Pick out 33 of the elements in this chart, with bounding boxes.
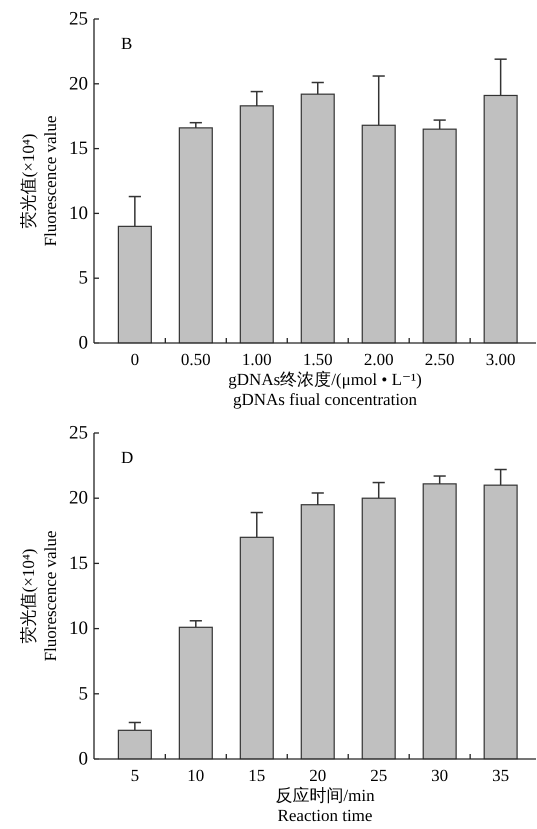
x-tick-label: 3.00	[486, 350, 516, 369]
annotation: D	[121, 448, 134, 467]
x-tick-label: 0.50	[180, 350, 211, 369]
x-tick-label: 35	[492, 766, 510, 785]
y-tick-label: 25	[69, 422, 88, 444]
y-tick-label: 5	[78, 268, 88, 289]
y-tick-label: 25	[69, 8, 88, 30]
x-tick-label: 20	[309, 766, 326, 785]
y-tick-label: 10	[69, 202, 88, 224]
x-tick-label: 0	[130, 350, 140, 369]
y-tick-label: 0	[78, 332, 88, 354]
y-tick-label: 15	[69, 138, 88, 160]
bar	[178, 127, 213, 344]
y-tick-label: 20	[69, 488, 88, 509]
x-tick-label: 25	[370, 766, 388, 785]
y-axis-title: 荧光值(×10⁴) Fluorescence value	[19, 116, 60, 246]
x-axis-title: gDNAs终浓度/(μmol • L⁻¹) gDNAs fiual concentration	[228, 370, 422, 409]
x-axis-title: 反应时间/min Reaction time	[275, 786, 376, 825]
y-axis-title: 荧光值(×10⁴) Fluorescence value	[19, 530, 60, 662]
x-tick-label: 2.50	[424, 350, 455, 369]
x-tick-label: 30	[431, 766, 448, 785]
x-tick-label: 1.50	[302, 350, 333, 369]
y-tick-label: 0	[78, 748, 88, 770]
x-tick-label: 15	[248, 766, 266, 785]
x-tick-label: 1.00	[242, 350, 272, 369]
x-tick-label: 10	[187, 766, 204, 785]
x-tick-label: 2.00	[364, 350, 394, 369]
y-tick-label: 15	[69, 552, 88, 574]
y-tick-label: 20	[69, 73, 88, 94]
y-tick-label: 5	[78, 683, 88, 704]
y-tick-label: 10	[69, 618, 88, 640]
annotation: B	[121, 34, 132, 53]
x-tick-label: 5	[130, 766, 140, 785]
